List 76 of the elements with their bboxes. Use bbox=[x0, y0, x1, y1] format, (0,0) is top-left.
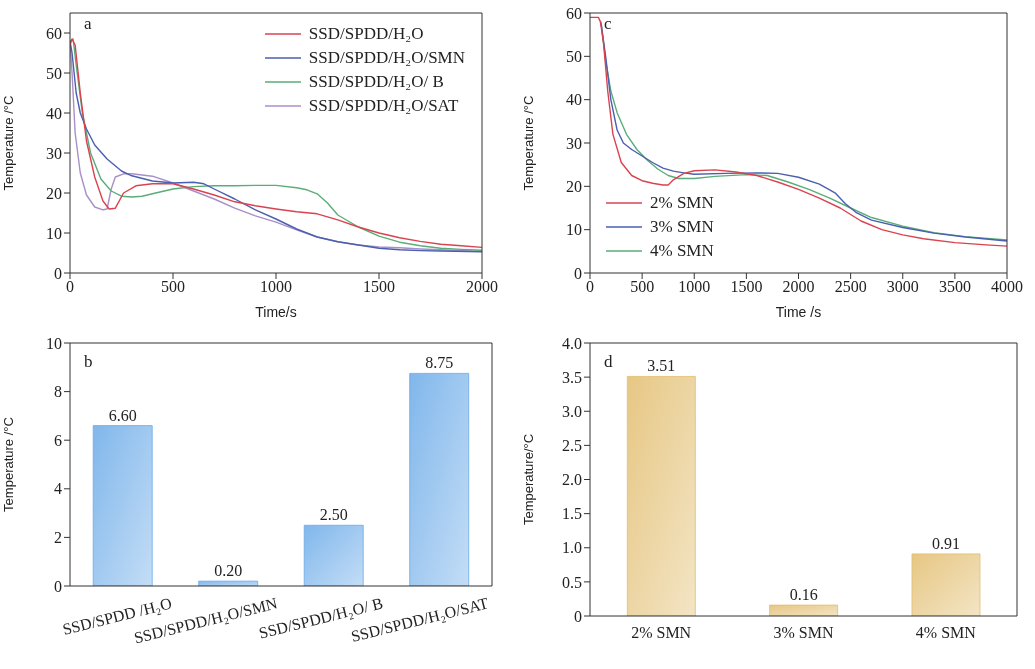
bar bbox=[303, 524, 364, 586]
y-tick-label: 60 bbox=[46, 24, 62, 42]
legend-label: 2% SMN bbox=[650, 193, 714, 213]
x-tick-label: 1000 bbox=[260, 278, 292, 296]
y-tick-label: 50 bbox=[46, 64, 62, 82]
y-tick-label: 10 bbox=[566, 221, 582, 239]
y-axis-title: Temperature /°C bbox=[520, 95, 536, 191]
data-label: 8.75 bbox=[425, 354, 454, 372]
y-tick-label: 10 bbox=[46, 224, 62, 242]
x-tick-label: 3% SMN bbox=[773, 624, 834, 641]
y-tick-label: 2.5 bbox=[562, 437, 582, 455]
legend-label: SSD/SPDD/H₂O/ B bbox=[308, 72, 444, 92]
y-tick-label: 40 bbox=[566, 91, 582, 109]
y-tick-label: 10 bbox=[46, 334, 62, 352]
y-tick-label: 20 bbox=[566, 178, 582, 196]
data-label: 6.60 bbox=[108, 406, 137, 424]
legend-label: 4% SMN bbox=[650, 241, 714, 261]
y-tick-label: 4.0 bbox=[562, 334, 582, 352]
annotation: a bbox=[84, 14, 92, 34]
annotation: b bbox=[84, 352, 93, 372]
y-tick-label: 2.0 bbox=[562, 471, 582, 489]
y-tick-label: 0 bbox=[54, 577, 62, 595]
y-tick-label: 3.5 bbox=[562, 368, 582, 386]
x-tick-label: 3500 bbox=[938, 278, 971, 296]
x-tick-label: 0 bbox=[66, 278, 74, 296]
y-tick-label: 1.5 bbox=[562, 505, 582, 523]
y-axis-title: Temperature/°C bbox=[520, 433, 536, 526]
y-tick-label: 30 bbox=[46, 144, 62, 162]
y-tick-label: 0 bbox=[54, 264, 62, 282]
x-tick-label: 500 bbox=[630, 278, 655, 296]
bar bbox=[626, 376, 696, 616]
y-tick-label: 3.0 bbox=[562, 402, 582, 420]
data-label: 3.51 bbox=[647, 357, 676, 375]
y-axis-title: Temperature /°C bbox=[0, 95, 16, 191]
y-tick-label: 60 bbox=[566, 4, 582, 22]
legend-label: SSD/SPDD/H₂O bbox=[308, 24, 424, 44]
x-tick-label: 3000 bbox=[886, 278, 919, 296]
x-axis-title: Time/s bbox=[255, 304, 297, 320]
y-tick-label: 30 bbox=[566, 134, 582, 152]
y-tick-label: 6 bbox=[54, 431, 62, 449]
y-tick-label: 40 bbox=[46, 104, 62, 122]
y-tick-label: 4 bbox=[54, 480, 62, 498]
data-label: 0.16 bbox=[789, 586, 818, 604]
y-tick-label: 2 bbox=[54, 529, 62, 547]
bar bbox=[769, 604, 839, 616]
x-tick-label: 4% SMN bbox=[915, 624, 977, 641]
x-tick-label: 2% SMN bbox=[631, 624, 692, 641]
y-tick-label: 50 bbox=[566, 48, 582, 66]
x-tick-label: 500 bbox=[161, 278, 185, 296]
annotation: d bbox=[604, 352, 613, 372]
x-tick-label: 1500 bbox=[363, 278, 395, 296]
x-tick-label: 2500 bbox=[834, 278, 867, 296]
legend-label: SSD/SPDD/H₂O/SMN bbox=[308, 48, 465, 68]
bar bbox=[198, 580, 259, 586]
legend-label: SSD/SPDD/H₂O/SAT bbox=[308, 96, 459, 116]
y-tick-label: 0.5 bbox=[562, 573, 582, 591]
legend-label: 3% SMN bbox=[650, 217, 714, 237]
x-tick-label: 1500 bbox=[730, 278, 763, 296]
x-tick-label: 2000 bbox=[466, 278, 498, 296]
y-tick-label: 20 bbox=[46, 184, 62, 202]
data-label: 0.91 bbox=[931, 534, 960, 552]
x-tick-label: 1000 bbox=[678, 278, 711, 296]
y-tick-label: 0 bbox=[574, 264, 582, 282]
x-tick-label: 2000 bbox=[782, 278, 815, 296]
x-axis-title: Time /s bbox=[775, 304, 822, 320]
data-label: 0.20 bbox=[214, 562, 243, 580]
bar bbox=[92, 425, 153, 586]
bar bbox=[409, 372, 470, 586]
y-axis-title: Temperature /°C bbox=[0, 417, 16, 512]
annotation: c bbox=[604, 14, 612, 34]
x-tick-label: 4000 bbox=[991, 278, 1023, 296]
data-label: 2.50 bbox=[319, 506, 348, 524]
y-tick-label: 8 bbox=[54, 383, 62, 401]
y-tick-label: 1.0 bbox=[562, 539, 582, 557]
bar bbox=[911, 553, 981, 616]
x-tick-label: 0 bbox=[586, 278, 594, 296]
